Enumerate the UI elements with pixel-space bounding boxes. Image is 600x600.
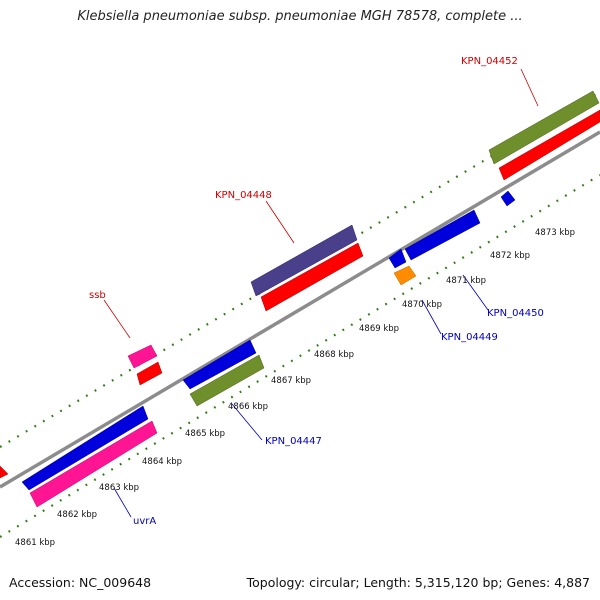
leader-kpn-04449 xyxy=(421,299,442,335)
tick-label: 4867 kbp xyxy=(271,376,311,386)
topology-info-text: Topology: circular; Length: 5,315,120 bp… xyxy=(246,575,590,590)
gene-arrow xyxy=(388,248,407,269)
gene-label-ssb[interactable]: ssb xyxy=(89,290,106,301)
gene-arrow xyxy=(0,465,9,479)
tick-label: 4861 kbp xyxy=(15,538,55,548)
inner-tick-line xyxy=(0,174,600,538)
gene-arrow xyxy=(393,265,417,286)
tick-label: 4872 kbp xyxy=(490,251,530,261)
gene-label-uvra[interactable]: uvrA xyxy=(133,516,156,527)
inner-tick-track xyxy=(0,174,600,538)
gene-arrow xyxy=(21,405,149,491)
genome-backbone xyxy=(0,130,600,489)
gene-arrow xyxy=(189,354,265,407)
gene-arrow xyxy=(136,361,163,386)
tick-label: 4873 kbp xyxy=(535,228,575,238)
leader-kpn-04452 xyxy=(520,68,539,107)
gene-arrow xyxy=(488,90,600,165)
gene-label-kpn-04449[interactable]: KPN_04449 xyxy=(441,332,498,343)
gene-arrow xyxy=(29,420,158,508)
page-title: Klebsiella pneumoniae subsp. pneumoniae … xyxy=(77,9,523,24)
tick-label: 4868 kbp xyxy=(314,350,354,360)
tick-label: 4866 kbp xyxy=(228,402,268,412)
tick-label: 4862 kbp xyxy=(57,510,97,520)
leader-kpn-04448 xyxy=(265,200,295,244)
leader-ssb xyxy=(103,299,131,339)
gene-arrow xyxy=(500,190,516,207)
gene-arrow xyxy=(498,109,600,181)
leader-uvra xyxy=(113,487,132,518)
gene-label-kpn-04450[interactable]: KPN_04450 xyxy=(487,308,544,319)
tick-label: 4870 kbp xyxy=(402,300,442,310)
gene-arrow xyxy=(127,344,158,369)
leader-kpn-04450 xyxy=(462,274,489,311)
gene-arrow xyxy=(404,209,481,261)
gene-arrow xyxy=(250,224,358,297)
forward-features xyxy=(0,90,600,479)
reverse-features xyxy=(21,190,516,508)
gene-arrow xyxy=(182,339,257,390)
gene-label-kpn-04447[interactable]: KPN_04447 xyxy=(265,436,322,447)
leader-kpn-04447 xyxy=(231,403,263,441)
gene-arrow xyxy=(260,242,364,312)
tick-label: 4871 kbp xyxy=(446,276,486,286)
tick-label: 4864 kbp xyxy=(142,457,182,467)
accession-text: Accession: NC_009648 xyxy=(9,575,152,590)
tick-label: 4865 kbp xyxy=(185,429,225,439)
tick-labels: 4861 kbp 4862 kbp 4863 kbp 4864 kbp 4865… xyxy=(15,228,575,548)
gene-label-kpn-04448[interactable]: KPN_04448 xyxy=(215,190,272,201)
label-leaders xyxy=(103,68,539,518)
tick-label: 4869 kbp xyxy=(359,324,399,334)
gene-label-kpn-04452[interactable]: KPN_04452 xyxy=(461,56,518,67)
tick-label: 4863 kbp xyxy=(99,483,139,493)
